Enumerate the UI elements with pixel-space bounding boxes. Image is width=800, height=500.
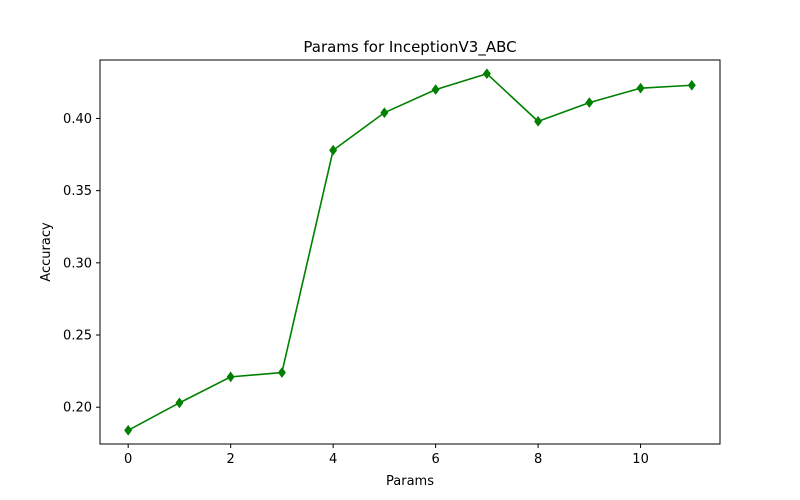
data-point-marker [482, 68, 491, 80]
data-point-marker [124, 424, 133, 436]
data-point-marker [687, 79, 696, 91]
x-tick-label: 6 [431, 452, 439, 467]
y-tick-label: 0.30 [63, 256, 92, 271]
x-tick-label: 4 [329, 452, 337, 467]
y-tick-label: 0.40 [63, 112, 92, 127]
data-point-marker [431, 84, 440, 95]
y-axis-label: Accuracy [39, 222, 54, 282]
data-point-marker [329, 144, 338, 156]
y-axis-ticks: 0.20 0.25 0.30 0.35 0.40 [63, 112, 100, 416]
y-tick-label: 0.20 [63, 401, 92, 416]
data-point-marker [534, 116, 543, 127]
data-point-marker [380, 107, 389, 119]
x-axis-ticks: 0 2 4 6 8 10 [124, 444, 649, 467]
data-point-marker [175, 397, 184, 409]
data-point-marker [226, 371, 235, 383]
chart-title: Params for InceptionV3_ABC [303, 38, 516, 57]
data-point-marker [585, 97, 594, 108]
series-layer [124, 68, 696, 436]
plot-frame [99, 59, 721, 445]
data-point-marker [277, 367, 286, 378]
x-tick-label: 2 [227, 452, 235, 467]
x-axis-label: Params [386, 474, 434, 489]
series-line [127, 72, 692, 431]
x-tick-label: 8 [534, 452, 542, 467]
data-point-marker [636, 82, 645, 94]
y-tick-label: 0.25 [63, 329, 92, 344]
x-tick-label: 10 [632, 452, 649, 467]
x-tick-label: 0 [124, 452, 132, 467]
y-tick-label: 0.35 [63, 184, 92, 199]
